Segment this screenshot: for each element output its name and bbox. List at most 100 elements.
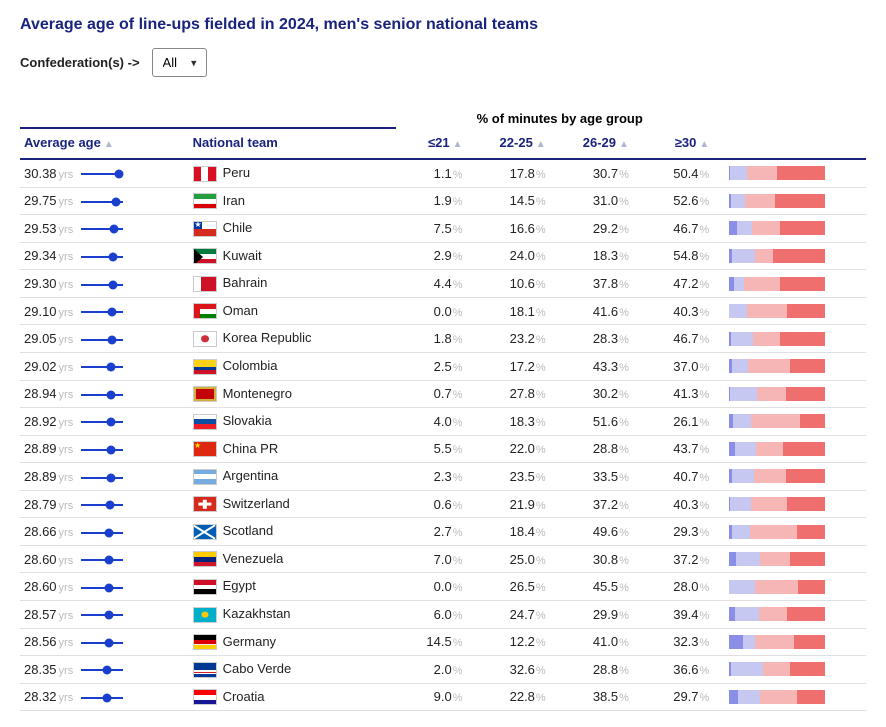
flag-icon <box>193 166 217 182</box>
team-name: Egypt <box>223 578 256 593</box>
col-g2225[interactable]: 22-25▲ <box>477 128 560 159</box>
team-name: Bahrain <box>223 275 268 290</box>
bar-segment <box>735 442 756 456</box>
bar-segment <box>790 552 826 566</box>
col-avg-age[interactable]: Average age▲ <box>20 128 189 159</box>
avg-age-cell: 28.56yrs <box>20 628 189 656</box>
stacked-bar <box>729 166 825 180</box>
pct-cell: 4.0% <box>396 408 476 436</box>
pct-cell: 2.5% <box>396 352 476 380</box>
flag-icon <box>193 414 217 430</box>
stacked-bar-cell <box>723 270 866 298</box>
avg-age-cell: 29.02yrs <box>20 352 189 380</box>
pct-cell: 24.0% <box>477 242 560 270</box>
bar-segment <box>729 580 754 594</box>
team-name: Oman <box>223 303 258 318</box>
flag-icon <box>193 551 217 567</box>
avg-age-cell: 29.10yrs <box>20 297 189 325</box>
pct-cell: 17.8% <box>477 159 560 187</box>
data-table: % of minutes by age group Average age▲ N… <box>20 105 866 711</box>
bar-segment <box>732 469 755 483</box>
pct-cell: 28.8% <box>560 435 643 463</box>
bar-segment <box>797 690 826 704</box>
pct-cell: 43.3% <box>560 352 643 380</box>
team-cell: Oman <box>189 297 397 325</box>
col-g2629[interactable]: 26-29▲ <box>560 128 643 159</box>
table-row: 29.02yrsColombia2.5%17.2%43.3%37.0% <box>20 352 866 380</box>
stacked-bar-cell <box>723 242 866 270</box>
flag-icon <box>193 496 217 512</box>
bar-segment <box>797 525 825 539</box>
pct-cell: 18.1% <box>477 297 560 325</box>
stacked-bar-cell <box>723 601 866 629</box>
avg-age-cell: 29.53yrs <box>20 215 189 243</box>
pct-cell: 14.5% <box>477 187 560 215</box>
pct-cell: 18.3% <box>477 408 560 436</box>
pct-cell: 12.2% <box>477 628 560 656</box>
stacked-bar-cell <box>723 297 866 325</box>
pct-cell: 37.2% <box>643 545 723 573</box>
stacked-bar-cell <box>723 215 866 243</box>
pct-cell: 51.6% <box>560 408 643 436</box>
team-cell: Kuwait <box>189 242 397 270</box>
bar-segment <box>783 442 825 456</box>
age-sparkline <box>81 334 123 346</box>
bar-segment <box>729 552 736 566</box>
bar-segment <box>790 359 826 373</box>
col-team[interactable]: National team <box>189 128 397 159</box>
team-cell: Montenegro <box>189 380 397 408</box>
col-g21[interactable]: ≤21▲ <box>396 128 476 159</box>
pct-cell: 46.7% <box>643 325 723 353</box>
pct-cell: 23.5% <box>477 463 560 491</box>
stacked-bar <box>729 359 825 373</box>
table-row: 28.89yrsArgentina2.3%23.5%33.5%40.7% <box>20 463 866 491</box>
team-cell: Cabo Verde <box>189 656 397 684</box>
confederation-select[interactable]: All <box>152 48 207 77</box>
bar-segment <box>786 387 826 401</box>
bar-segment <box>732 525 750 539</box>
bar-segment <box>738 690 760 704</box>
flag-icon <box>193 662 217 678</box>
age-sparkline <box>81 389 123 401</box>
team-cell: Scotland <box>189 518 397 546</box>
pct-cell: 49.6% <box>560 518 643 546</box>
avg-age-cell: 30.38yrs <box>20 159 189 187</box>
pct-cell: 21.9% <box>477 490 560 518</box>
pct-cell: 31.0% <box>560 187 643 215</box>
bar-segment <box>759 607 788 621</box>
age-sparkline <box>81 527 123 539</box>
table-row: 29.10yrsOman0.0%18.1%41.6%40.3% <box>20 297 866 325</box>
age-sparkline <box>81 664 123 676</box>
pct-cell: 52.6% <box>643 187 723 215</box>
age-sparkline <box>81 692 123 704</box>
flag-icon <box>193 469 217 485</box>
bar-segment <box>763 662 791 676</box>
team-name: Peru <box>223 165 250 180</box>
pct-cell: 23.2% <box>477 325 560 353</box>
avg-age-cell: 28.66yrs <box>20 518 189 546</box>
stacked-bar-cell <box>723 187 866 215</box>
bar-segment <box>790 662 825 676</box>
bar-segment <box>760 552 790 566</box>
pct-cell: 37.8% <box>560 270 643 298</box>
bar-segment <box>729 221 736 235</box>
pct-cell: 2.0% <box>396 656 476 684</box>
table-row: 28.94yrsMontenegro0.7%27.8%30.2%41.3% <box>20 380 866 408</box>
flag-icon <box>193 579 217 595</box>
pct-cell: 29.3% <box>643 518 723 546</box>
pct-cell: 18.3% <box>560 242 643 270</box>
team-name: Slovakia <box>223 413 272 428</box>
flag-icon <box>193 524 217 540</box>
pct-cell: 10.6% <box>477 270 560 298</box>
pct-cell: 40.7% <box>643 463 723 491</box>
team-cell: Slovakia <box>189 408 397 436</box>
col-g30[interactable]: ≥30▲ <box>643 128 723 159</box>
team-cell: Switzerland <box>189 490 397 518</box>
bar-segment <box>736 552 760 566</box>
pct-cell: 40.3% <box>643 490 723 518</box>
team-cell: ★China PR <box>189 435 397 463</box>
pct-cell: 2.9% <box>396 242 476 270</box>
team-cell: Egypt <box>189 573 397 601</box>
bar-segment <box>735 607 759 621</box>
bar-segment <box>737 221 753 235</box>
